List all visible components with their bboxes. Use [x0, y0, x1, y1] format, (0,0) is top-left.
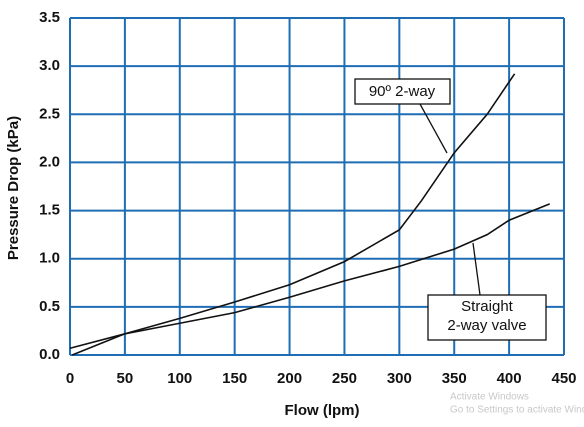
y-tick-label: 2.0 — [39, 153, 60, 170]
x-tick-label: 250 — [332, 370, 357, 387]
y-tick-label: 0.0 — [39, 346, 60, 363]
leader-line — [472, 242, 481, 296]
watermark: Activate Windows — [450, 392, 529, 403]
watermark: Go to Settings to activate Windows. — [450, 405, 584, 416]
annotation: 90º 2-way — [369, 83, 436, 100]
y-axis-label: Pressure Drop (kPa) — [5, 116, 22, 260]
y-tick-label: 0.5 — [39, 298, 60, 315]
x-tick-label: 100 — [167, 370, 192, 387]
y-tick-label: 3.0 — [39, 57, 60, 74]
data-line — [69, 203, 551, 350]
y-tick-label: 3.5 — [39, 9, 60, 26]
x-tick-label: 0 — [66, 370, 74, 387]
x-tick-label: 300 — [387, 370, 412, 387]
x-tick-label: 150 — [222, 370, 247, 387]
y-tick-label: 1.0 — [39, 250, 60, 267]
x-tick-label: 200 — [277, 370, 302, 387]
annotation: Straight — [461, 298, 514, 315]
data-line — [71, 73, 516, 356]
annotation-box — [354, 78, 451, 105]
y-tick-label: 1.5 — [39, 202, 60, 219]
leader-line — [419, 103, 448, 154]
x-tick-label: 400 — [497, 370, 522, 387]
x-tick-label: 450 — [551, 370, 576, 387]
annotation-box — [427, 294, 547, 341]
x-tick-label: 350 — [442, 370, 467, 387]
annotation: 2-way valve — [447, 317, 526, 334]
x-axis-label: Flow (lpm) — [285, 402, 360, 419]
x-tick-label: 50 — [117, 370, 134, 387]
y-tick-label: 2.5 — [39, 105, 60, 122]
